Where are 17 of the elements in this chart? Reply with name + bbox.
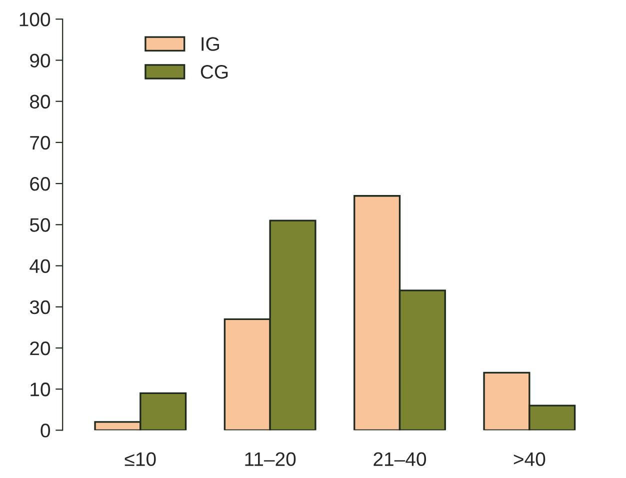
y-tick-label: 10 [30,382,50,396]
x-tick-label: 21–40 [374,452,426,466]
y-tick-label: 60 [30,177,50,191]
y-tick-label: 50 [30,218,50,232]
x-tick-label: 11–20 [245,452,296,466]
legend-label: CG [200,64,228,79]
y-tick-label: 40 [30,259,50,274]
y-tick-label: 30 [30,300,50,314]
y-tick-label: 90 [30,54,50,68]
y-tick-label: 20 [30,341,50,356]
y-tick-label: 0 [40,424,50,438]
x-tick-label: >40 [514,452,546,466]
y-tick-label: 100 [20,12,50,26]
y-tick-label: 80 [30,94,50,109]
x-tick-label: ≤10 [124,452,156,466]
legend-label: IG [202,37,219,51]
y-tick-label: 70 [30,136,50,150]
